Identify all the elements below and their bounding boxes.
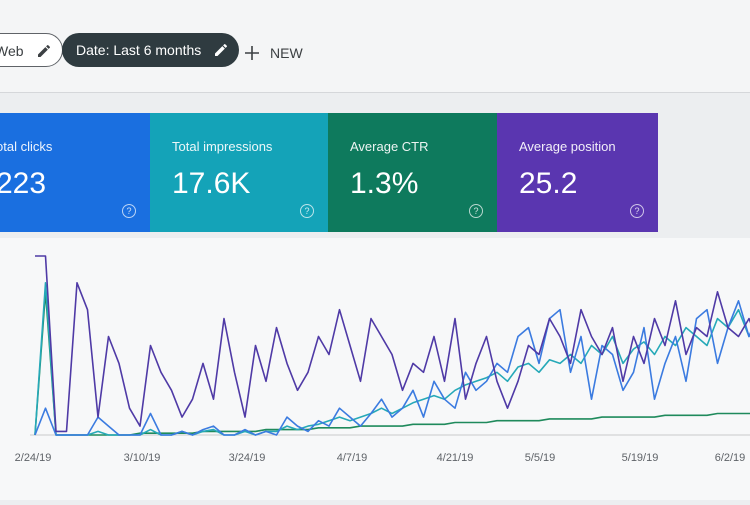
card-value: 17.6K (172, 167, 251, 200)
help-icon: ? (469, 204, 483, 218)
metric-card[interactable]: Average CTR 1.3%? (328, 113, 497, 232)
filter-chip[interactable]: Date: Last 6 months (62, 33, 240, 67)
help-icon: ? (122, 204, 136, 218)
metric-card[interactable]: Average position 25.2? (497, 113, 658, 232)
metric-card[interactable]: otal clicks 223? (0, 113, 150, 232)
card-label: Average CTR (350, 139, 429, 154)
help-icon: ? (630, 204, 644, 218)
card-value: 1.3% (350, 167, 419, 200)
x-tick-label: 5/19/19 (622, 452, 659, 464)
edit-icon (215, 43, 228, 56)
plus-icon (245, 46, 259, 60)
edit-icon (37, 44, 50, 57)
chart-area: 2/24/19 3/10/19 3/24/19 4/7/19 4/21/19 5/5/19… (0, 238, 750, 500)
card-label: otal clicks (0, 139, 53, 154)
chip-label: Date: Last 6 months (76, 42, 202, 58)
help-icon: ? (300, 204, 314, 218)
new-button[interactable]: NEW (244, 45, 303, 61)
new-label: NEW (270, 45, 303, 61)
x-tick-label: 4/21/19 (437, 452, 474, 464)
chart: 2/24/19 3/10/19 3/24/19 4/7/19 4/21/19 5/5/19… (15, 255, 750, 464)
card-label: Total impressions (172, 139, 273, 154)
chip-label: Web (0, 43, 24, 59)
x-tick-label: 6/2/19 (715, 452, 746, 464)
x-tick-label: 2/24/19 (15, 452, 52, 464)
series-line (34, 290, 750, 436)
x-tick-label: 3/10/19 (124, 452, 161, 464)
x-tick-label: 5/5/19 (525, 452, 556, 464)
toolbar: Web Date: Last 6 months NEW (0, 0, 750, 93)
x-tick-label: 4/7/19 (337, 452, 368, 464)
series-line (34, 281, 750, 436)
card-label: Average position (519, 139, 616, 154)
x-tick-label: 3/24/19 (229, 452, 266, 464)
card-value: 25.2 (519, 167, 578, 200)
series-line (35, 255, 750, 433)
metric-card[interactable]: Total impressions 17.6K? (150, 113, 328, 232)
filter-chip[interactable]: Web (0, 33, 63, 67)
card-value: 223 (0, 167, 47, 200)
